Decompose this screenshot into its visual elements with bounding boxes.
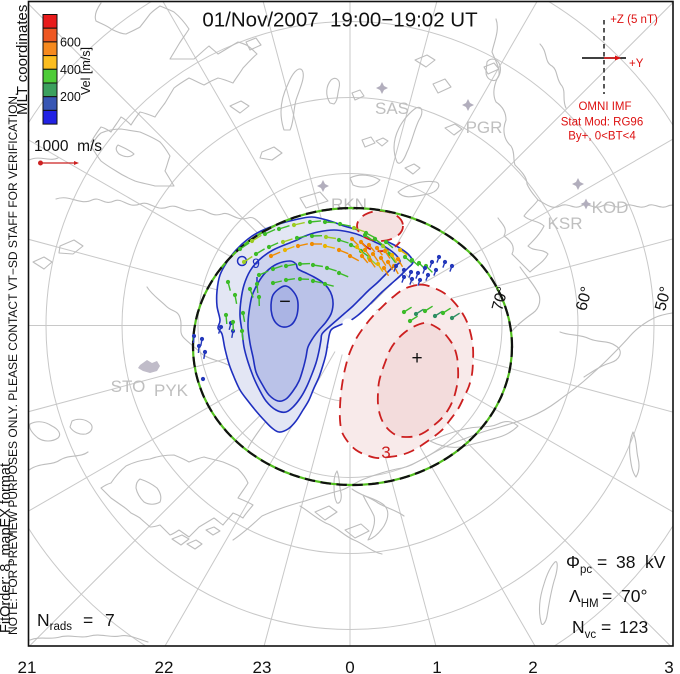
svg-text:0: 0: [345, 658, 354, 674]
svg-text:23: 23: [253, 658, 272, 674]
svg-text:OMNI IMF: OMNI IMF: [578, 101, 631, 113]
svg-text:RKN: RKN: [331, 195, 367, 214]
svg-text:400: 400: [60, 63, 81, 77]
svg-text:PGR: PGR: [466, 118, 503, 137]
svg-text:600: 600: [60, 35, 81, 49]
svg-text:By+, 0<BT<4: By+, 0<BT<4: [568, 131, 636, 143]
svg-text:2: 2: [528, 658, 537, 674]
svg-text:+Y: +Y: [629, 58, 644, 70]
svg-text:21: 21: [18, 658, 37, 674]
svg-text:Vel [m/s]: Vel [m/s]: [79, 47, 93, 95]
svg-text:NOTE: FOR PREVIEW PURPOSES ONL: NOTE: FOR PREVIEW PURPOSES ONLY. PLEASE …: [6, 93, 20, 635]
svg-text:PYK: PYK: [154, 381, 189, 400]
svg-text:3: 3: [381, 443, 390, 462]
svg-text:KSR: KSR: [548, 214, 583, 233]
svg-text:22: 22: [155, 658, 174, 674]
svg-text:KOD: KOD: [592, 198, 629, 217]
svg-text:−: −: [279, 291, 291, 313]
svg-text:50°: 50°: [652, 285, 675, 313]
svg-text:200: 200: [60, 90, 81, 104]
svg-text:Stat Mod: RG96: Stat Mod: RG96: [561, 117, 643, 129]
svg-text:70°: 70°: [489, 285, 512, 313]
svg-text:1: 1: [432, 658, 441, 674]
svg-text:FitOrder: 8, mapEX format: FitOrder: 8, mapEX format: [0, 463, 14, 633]
svg-text:+: +: [411, 348, 422, 369]
svg-text:01/Nov/2007 19:00−19:02 UT: 01/Nov/2007 19:00−19:02 UT: [202, 9, 478, 32]
svg-text:60°: 60°: [573, 285, 596, 313]
svg-text:MLT coordinates: MLT coordinates: [14, 5, 31, 115]
svg-text:1000 m/s: 1000 m/s: [34, 138, 102, 155]
svg-text:3: 3: [664, 658, 673, 674]
svg-text:STO: STO: [111, 377, 146, 396]
svg-text:9: 9: [252, 255, 260, 271]
svg-text:+Z (5 nT): +Z (5 nT): [610, 14, 658, 26]
svg-text:SAS: SAS: [375, 99, 409, 118]
